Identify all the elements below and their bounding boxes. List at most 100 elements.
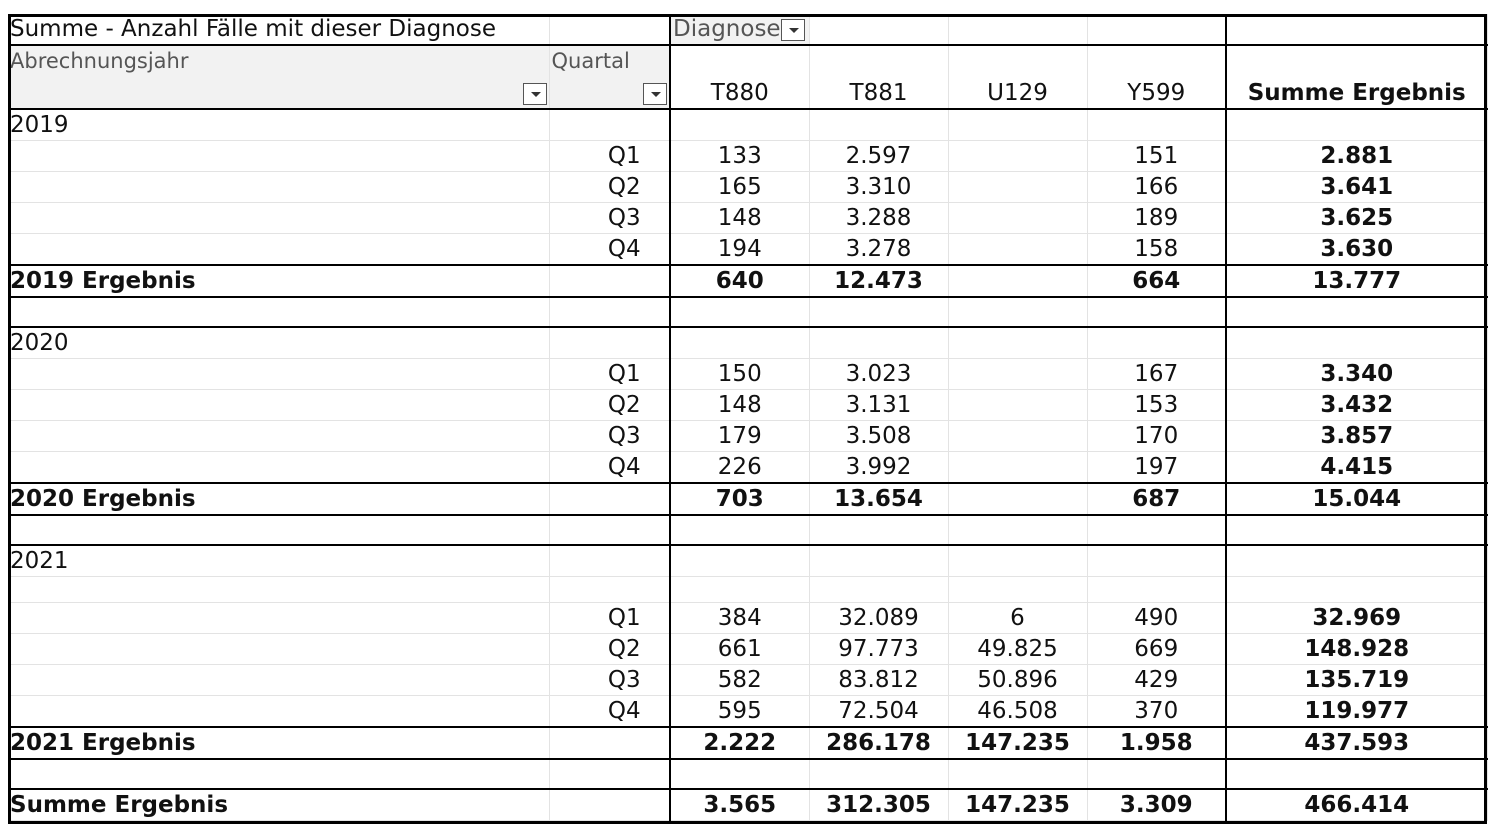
empty-cell — [1087, 515, 1227, 546]
value-cell: 32.089 — [809, 602, 949, 634]
value-cell: 661 — [670, 633, 810, 665]
subtotal-cell: 2.222 — [670, 726, 810, 760]
empty-cell — [8, 420, 550, 452]
empty-cell — [1087, 14, 1227, 46]
grand-total-cell: 147.235 — [948, 789, 1088, 821]
value-cell: 6 — [948, 602, 1088, 634]
empty-cell — [1087, 297, 1227, 328]
quarter-label: Q1 — [549, 602, 671, 634]
empty-cell — [1087, 545, 1227, 577]
value-cell: 3.508 — [809, 420, 949, 452]
empty-cell — [8, 602, 550, 634]
subtotal-label: 2020 Ergebnis — [8, 482, 550, 516]
year-row: 2020 — [8, 327, 1488, 359]
data-row: Q3 179 3.508 170 3.857 — [8, 420, 1488, 452]
row-field-abrechnungsjahr[interactable]: Abrechnungsjahr — [8, 45, 550, 110]
column-header: T880 — [670, 45, 810, 110]
value-cell — [948, 389, 1088, 421]
column-field-diagnose[interactable]: Diagnose — [670, 14, 810, 46]
empty-cell — [948, 14, 1088, 46]
value-cell: 582 — [670, 664, 810, 696]
value-cell: 2.597 — [809, 140, 949, 172]
subtotal-label: 2021 Ergebnis — [8, 726, 550, 760]
value-cell: 669 — [1087, 633, 1227, 665]
data-row: Q3 148 3.288 189 3.625 — [8, 202, 1488, 234]
empty-cell — [549, 109, 671, 141]
subtotal-cell: 1.958 — [1087, 726, 1227, 760]
grand-total-cell: 312.305 — [809, 789, 949, 821]
value-cell: 151 — [1087, 140, 1227, 172]
empty-cell — [809, 327, 949, 359]
pivot-table: Summe - Anzahl Fälle mit dieser Diagnose… — [8, 14, 1488, 821]
row-field-label: Abrechnungsjahr — [10, 49, 189, 73]
data-row: Q1 384 32.089 6 490 32.969 — [8, 602, 1488, 634]
value-cell: 150 — [670, 358, 810, 390]
value-cell: 595 — [670, 695, 810, 728]
empty-cell — [670, 576, 810, 603]
diagnose-filter-dropdown-icon[interactable] — [780, 18, 805, 41]
value-cell: 153 — [1087, 389, 1227, 421]
value-cell: 490 — [1087, 602, 1227, 634]
value-cell: 3.992 — [809, 451, 949, 484]
subtotal-row: 2021 Ergebnis 2.222 286.178 147.235 1.958 437… — [8, 726, 1488, 760]
empty-cell — [1225, 545, 1488, 577]
abrechnungsjahr-filter-dropdown-icon[interactable] — [522, 83, 547, 105]
empty-cell — [8, 171, 550, 203]
row-total-cell: 3.641 — [1225, 171, 1488, 203]
row-total-cell: 135.719 — [1225, 664, 1488, 696]
value-cell: 148 — [670, 202, 810, 234]
data-field-label: Summe - Anzahl Fälle mit dieser Diagnose — [8, 14, 550, 46]
column-header: T881 — [809, 45, 949, 110]
value-cell: 226 — [670, 451, 810, 484]
value-cell: 384 — [670, 602, 810, 634]
quartal-filter-dropdown-icon[interactable] — [643, 83, 667, 105]
empty-cell — [948, 759, 1088, 790]
empty-cell — [948, 545, 1088, 577]
row-total-cell: 3.857 — [1225, 420, 1488, 452]
data-row: Q4 194 3.278 158 3.630 — [8, 233, 1488, 266]
subtotal-row: 2019 Ergebnis 640 12.473 664 13.777 — [8, 264, 1488, 298]
empty-cell — [1225, 297, 1488, 328]
empty-cell — [948, 109, 1088, 141]
value-cell: 165 — [670, 171, 810, 203]
subtotal-label: 2019 Ergebnis — [8, 264, 550, 298]
empty-cell — [8, 451, 550, 484]
data-row: Q4 226 3.992 197 4.415 — [8, 451, 1488, 484]
grand-total-cell: 3.309 — [1087, 789, 1227, 821]
empty-cell — [809, 576, 949, 603]
empty-cell — [8, 759, 550, 790]
grand-total-row: Summe Ergebnis 3.565 312.305 147.235 3.309 46… — [8, 789, 1488, 821]
value-cell: 197 — [1087, 451, 1227, 484]
empty-cell — [948, 576, 1088, 603]
empty-cell — [8, 695, 550, 728]
subtotal-cell: 703 — [670, 482, 810, 516]
value-cell — [948, 358, 1088, 390]
year-label: 2021 — [8, 545, 550, 577]
empty-cell — [1087, 759, 1227, 790]
row-total-cell: 3.630 — [1225, 233, 1488, 266]
empty-cell — [948, 515, 1088, 546]
row-total-cell: 119.977 — [1225, 695, 1488, 728]
empty-cell — [809, 545, 949, 577]
spacer-row — [8, 576, 1488, 603]
empty-cell — [1225, 109, 1488, 141]
empty-cell — [948, 297, 1088, 328]
value-cell — [948, 233, 1088, 266]
subtotal-total-cell: 437.593 — [1225, 726, 1488, 760]
column-header: U129 — [948, 45, 1088, 110]
data-row: Q2 661 97.773 49.825 669 148.928 — [8, 633, 1488, 665]
value-cell: 3.288 — [809, 202, 949, 234]
subtotal-cell: 147.235 — [948, 726, 1088, 760]
value-cell: 148 — [670, 389, 810, 421]
value-cell: 370 — [1087, 695, 1227, 728]
data-row: Q3 582 83.812 50.896 429 135.719 — [8, 664, 1488, 696]
empty-cell — [8, 664, 550, 696]
quarter-label: Q3 — [549, 664, 671, 696]
row-field-quartal[interactable]: Quartal — [549, 45, 671, 110]
empty-cell — [1225, 515, 1488, 546]
empty-cell — [670, 515, 810, 546]
year-label: 2019 — [8, 109, 550, 141]
value-cell: 3.131 — [809, 389, 949, 421]
quarter-label: Q2 — [549, 633, 671, 665]
row-total-cell: 32.969 — [1225, 602, 1488, 634]
